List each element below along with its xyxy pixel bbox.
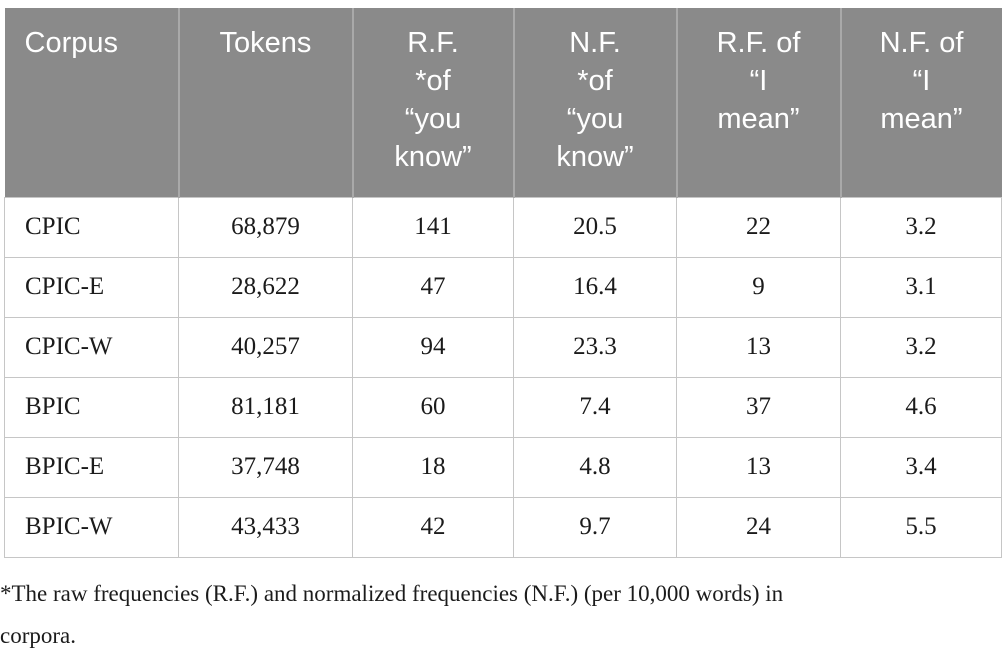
cell-corpus: BPIC-W [4,496,179,558]
cell-rf-you-know: 42 [352,496,514,558]
cell-tokens: 28,622 [178,256,353,318]
cell-rf-you-know: 47 [352,256,514,318]
cell-tokens: 43,433 [178,496,353,558]
table-row: CPIC 68,879 141 20.5 22 3.2 [4,196,1002,258]
cell-rf-you-know: 18 [352,436,514,498]
cell-rf-you-know: 60 [352,376,514,438]
header-rf-you-know: R.F. *of “you know” [352,8,515,197]
header-corpus: Corpus [4,8,180,197]
header-nf-you-know: N.F. *of “you know” [513,8,678,197]
cell-rf-i-mean: 13 [676,436,841,498]
cell-tokens: 40,257 [178,316,353,378]
table-row: BPIC-W 43,433 42 9.7 24 5.5 [4,496,1002,558]
cell-corpus: CPIC-W [4,316,179,378]
cell-nf-i-mean: 5.5 [840,496,1002,558]
cell-nf-i-mean: 3.2 [840,316,1002,378]
header-tokens: Tokens [178,8,354,197]
cell-rf-i-mean: 24 [676,496,841,558]
cell-tokens: 37,748 [178,436,353,498]
cell-nf-i-mean: 3.1 [840,256,1002,318]
cell-nf-you-know: 16.4 [513,256,677,318]
cell-nf-you-know: 9.7 [513,496,677,558]
cell-rf-you-know: 94 [352,316,514,378]
cell-tokens: 68,879 [178,196,353,258]
header-row: Corpus Tokens R.F. *of “you know” N.F. *… [4,8,1002,197]
cell-corpus: CPIC-E [4,256,179,318]
header-rf-i-mean: R.F. of “I mean” [676,8,842,197]
cell-nf-you-know: 20.5 [513,196,677,258]
table-footnote: *The raw frequencies (R.F.) and normaliz… [0,580,784,648]
cell-nf-you-know: 7.4 [513,376,677,438]
cell-rf-i-mean: 13 [676,316,841,378]
cell-nf-i-mean: 3.4 [840,436,1002,498]
cell-rf-i-mean: 37 [676,376,841,438]
cell-corpus: CPIC [4,196,179,258]
frequency-table: Corpus Tokens R.F. *of “you know” N.F. *… [4,8,1002,558]
table-row: BPIC-E 37,748 18 4.8 13 3.4 [4,436,1002,498]
cell-nf-i-mean: 4.6 [840,376,1002,438]
cell-corpus: BPIC-E [4,436,179,498]
cell-rf-you-know: 141 [352,196,514,258]
table-row: BPIC 81,181 60 7.4 37 4.6 [4,376,1002,438]
table-row: CPIC-E 28,622 47 16.4 9 3.1 [4,256,1002,318]
cell-rf-i-mean: 22 [676,196,841,258]
cell-rf-i-mean: 9 [676,256,841,318]
cell-corpus: BPIC [4,376,179,438]
header-nf-i-mean: N.F. of “I mean” [840,8,1002,197]
cell-tokens: 81,181 [178,376,353,438]
cell-nf-you-know: 4.8 [513,436,677,498]
cell-nf-you-know: 23.3 [513,316,677,378]
cell-nf-i-mean: 3.2 [840,196,1002,258]
table-row: CPIC-W 40,257 94 23.3 13 3.2 [4,316,1002,378]
